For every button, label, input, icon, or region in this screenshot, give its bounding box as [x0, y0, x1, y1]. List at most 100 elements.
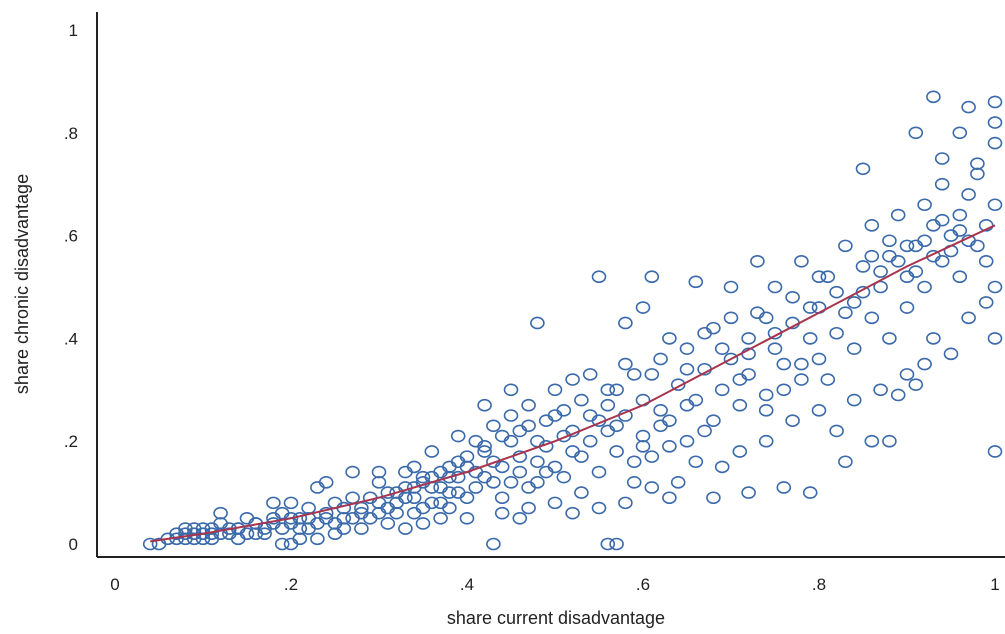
data-point [415, 517, 431, 530]
data-point [662, 440, 677, 453]
data-point [662, 491, 677, 505]
data-point [327, 527, 343, 541]
data-point [626, 455, 642, 469]
data-point [618, 316, 633, 330]
data-point [794, 373, 809, 386]
data-point [899, 368, 915, 381]
data-point [741, 368, 756, 381]
data-point [855, 260, 871, 273]
data-point [987, 332, 1003, 345]
data-point [644, 368, 660, 381]
data-point [926, 332, 941, 345]
data-point [178, 522, 193, 535]
data-point [688, 455, 704, 469]
data-point [310, 481, 325, 494]
x-axis-ticks: 0 .2 .4 .6 .8 1 [110, 575, 999, 594]
data-point [653, 352, 668, 366]
data-point [987, 95, 1003, 109]
data-point [503, 476, 519, 489]
x-tick-label: .6 [636, 575, 650, 594]
data-point [538, 465, 554, 479]
data-point [961, 311, 976, 325]
data-point [899, 270, 915, 284]
x-axis-title: share current disadvantage [447, 608, 665, 628]
data-point [512, 511, 528, 525]
data-point [521, 419, 536, 433]
data-point [987, 445, 1003, 458]
data-point [864, 311, 880, 325]
y-axis-title: share chronic disadvantage [12, 174, 32, 394]
data-point [732, 373, 748, 386]
data-point [556, 470, 572, 484]
data-point [987, 116, 1003, 129]
data-point [679, 342, 695, 355]
data-point [609, 537, 624, 551]
data-point [653, 404, 668, 417]
data-point [310, 532, 325, 546]
data-point [970, 239, 985, 253]
data-point [503, 434, 519, 448]
data-point [486, 476, 501, 489]
data-point [714, 342, 730, 355]
data-point [186, 532, 202, 546]
data-point [961, 100, 976, 114]
data-point [582, 409, 598, 422]
data-point [635, 301, 651, 314]
data-point [503, 383, 519, 397]
data-point [855, 162, 871, 176]
data-point [706, 414, 721, 427]
data-point [758, 311, 774, 325]
data-point [257, 527, 272, 541]
data-point [213, 517, 228, 530]
data-point [670, 378, 686, 391]
data-point [978, 254, 994, 268]
data-point [723, 280, 739, 294]
data-point [556, 404, 572, 417]
data-point [389, 496, 404, 510]
data-point [345, 491, 360, 505]
data-point [292, 522, 308, 535]
data-point [600, 398, 616, 412]
data-point [582, 434, 598, 448]
data-point [882, 249, 897, 263]
y-tick-label: 0 [69, 535, 78, 554]
data-point [424, 445, 440, 458]
data-point [371, 506, 387, 520]
data-point [574, 450, 589, 463]
y-axis-ticks: 0 .2 .4 .6 .8 1 [64, 21, 78, 554]
data-point [732, 398, 748, 412]
data-point [609, 445, 624, 458]
data-point [292, 532, 308, 546]
data-point [662, 414, 677, 427]
data-point [574, 393, 589, 407]
data-point [750, 306, 765, 320]
data-point [591, 465, 607, 479]
data-point [978, 296, 994, 309]
y-tick-label: .6 [64, 227, 78, 246]
data-point [767, 280, 783, 294]
data-point [873, 383, 888, 397]
data-point [908, 378, 924, 391]
data-point [477, 445, 492, 458]
data-point [952, 208, 968, 222]
data-point [714, 383, 730, 397]
data-point [521, 481, 536, 494]
data-point [354, 522, 369, 535]
data-point [899, 239, 915, 253]
data-point [512, 424, 528, 438]
data-point [802, 486, 818, 499]
data-point [943, 347, 959, 361]
data-point [389, 486, 404, 499]
data-point [318, 476, 334, 489]
data-point [908, 126, 924, 140]
y-tick-label: .4 [64, 329, 78, 348]
data-point [450, 455, 466, 469]
data-point [398, 522, 413, 535]
data-point [846, 296, 862, 309]
data-point [609, 383, 624, 397]
data-point [618, 357, 633, 371]
data-point [274, 537, 290, 551]
data-point [310, 517, 325, 530]
data-point [758, 404, 774, 417]
data-point [934, 213, 950, 227]
